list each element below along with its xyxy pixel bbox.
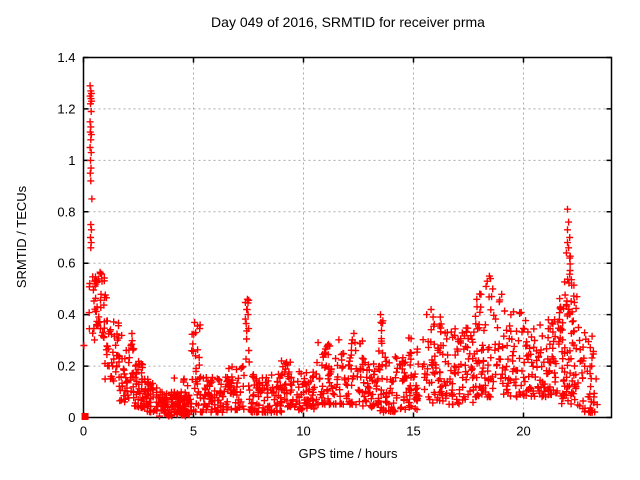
x-axis-label: GPS time / hours	[298, 446, 398, 461]
data-points	[80, 82, 601, 420]
origin-point	[81, 412, 89, 420]
x-tick-label: 0	[80, 424, 87, 439]
y-tick-label: 1.4	[57, 50, 75, 65]
y-tick-label: 1.2	[57, 101, 75, 116]
x-tick-label: 5	[190, 424, 197, 439]
y-tick-label: 0.8	[57, 204, 75, 219]
x-tick-label: 15	[406, 424, 420, 439]
x-tick-label: 20	[516, 424, 530, 439]
y-tick-label: 0.2	[57, 359, 75, 374]
y-tick-label: 0	[68, 410, 75, 425]
y-tick-label: 0.4	[57, 307, 75, 322]
y-tick-label: 0.6	[57, 256, 75, 271]
chart-title: Day 049 of 2016, SRMTID for receiver prm…	[211, 14, 485, 30]
y-tick-label: 1	[68, 153, 75, 168]
grid-lines	[83, 57, 612, 418]
plot-border	[82, 56, 613, 419]
x-tick-label: 10	[296, 424, 310, 439]
